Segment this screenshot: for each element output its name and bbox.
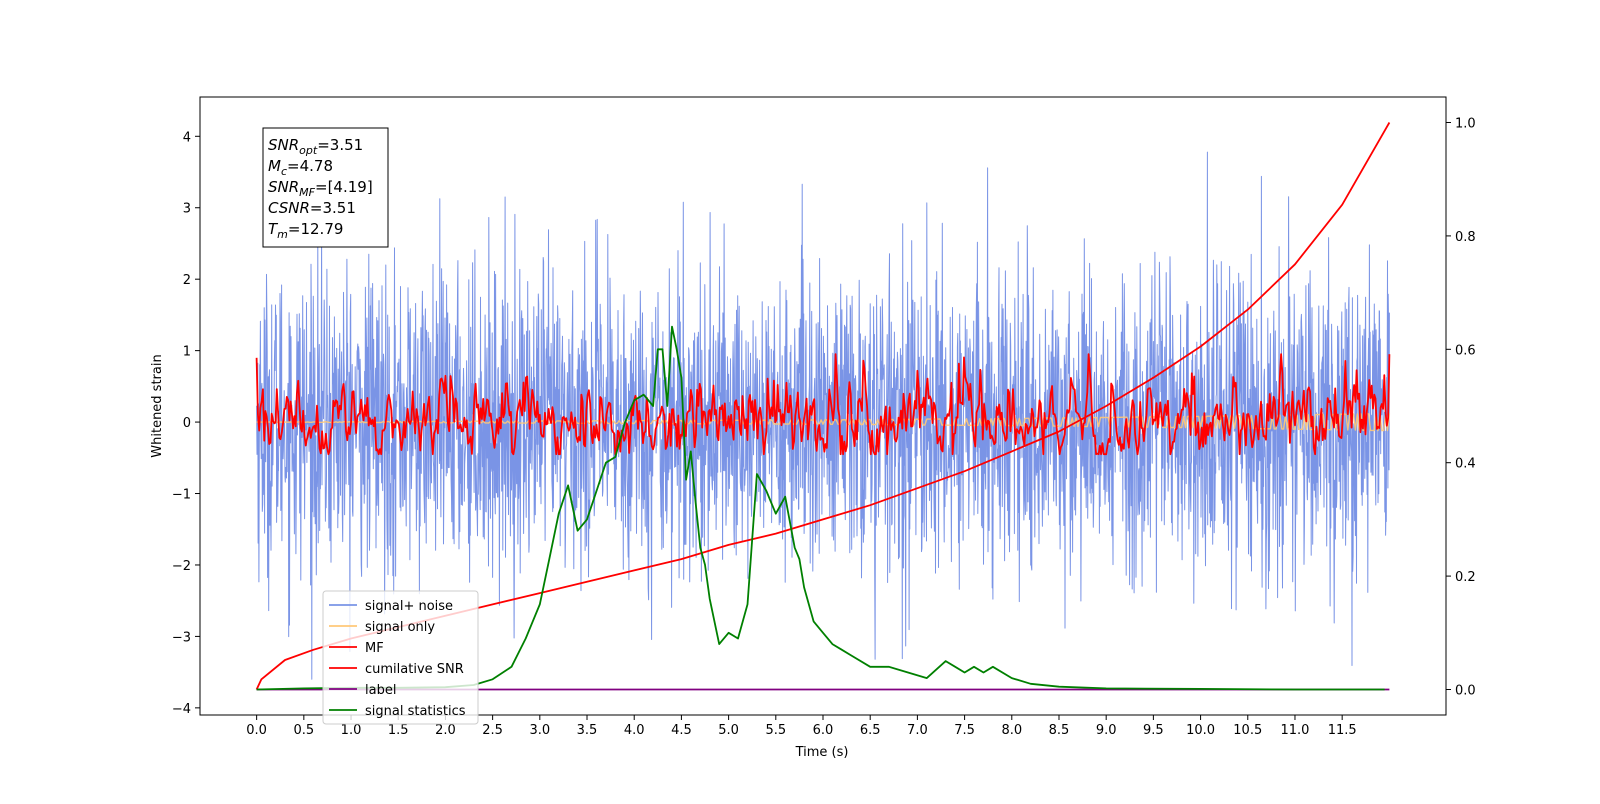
y-tick-label: −4: [172, 702, 191, 717]
x-axis: 0.0 0.5 1.0 1.5 2.0 2.5 3.0 3.5 4.0 4.5 5.0 5.5 6.0 6…: [246, 715, 1357, 738]
x-tick-label: 0.0: [246, 723, 267, 738]
x-tick-label: 10.0: [1186, 723, 1215, 738]
x-tick-label: 8.0: [1001, 723, 1022, 738]
x-tick-label: 7.0: [907, 723, 928, 738]
stats-box-frame: [262, 127, 389, 248]
x-tick-label: 5.0: [718, 723, 739, 738]
y-axis-label: Whitened strain: [150, 354, 165, 457]
y-tick-label: 3: [183, 202, 191, 217]
y-tick-label: 1: [183, 345, 191, 360]
y2-tick-label: 0.4: [1455, 457, 1476, 472]
stats-line: SNRMF=[4.19]: [268, 178, 373, 199]
stats-line: SNRopt=3.51: [268, 136, 363, 157]
legend-frame: [322, 590, 479, 725]
y2-tick-label: 0.0: [1455, 683, 1476, 698]
x-axis-label: Time (s): [795, 745, 849, 760]
stats-line: Mc=4.78: [268, 157, 333, 178]
y-axis-right: 0.0 0.2 0.4 0.6 0.8 1.0: [1446, 117, 1476, 698]
x-tick-label: 0.5: [293, 723, 314, 738]
x-tick-label: 1.0: [341, 723, 362, 738]
x-tick-label: 7.5: [954, 723, 975, 738]
legend-entry: signal+ noise: [365, 599, 453, 614]
x-tick-label: 6.0: [813, 723, 834, 738]
series-signal-noise: [256, 151, 1390, 680]
legend-entry: cumilative SNR: [365, 662, 464, 677]
y-axis-left: −4 −3 −2 −1 0 1 2 3 4: [172, 130, 200, 717]
x-tick-label: 5.5: [765, 723, 786, 738]
y-tick-label: 2: [183, 273, 191, 288]
x-tick-label: 9.0: [1096, 723, 1117, 738]
legend-entry: label: [365, 683, 396, 698]
x-tick-label: 3.0: [529, 723, 550, 738]
x-tick-label: 6.5: [860, 723, 881, 738]
legend-entry: MF: [365, 641, 384, 656]
y-tick-label: −2: [172, 559, 191, 574]
x-tick-label: 2.5: [482, 723, 503, 738]
stats-line: CSNR=3.51: [268, 199, 356, 217]
legend-entry: signal only: [365, 620, 435, 635]
y2-tick-label: 0.6: [1455, 343, 1476, 358]
series-signal-only: [256, 412, 1391, 432]
x-tick-label: 9.5: [1143, 723, 1164, 738]
x-tick-label: 10.5: [1233, 723, 1262, 738]
x-tick-label: 2.0: [435, 723, 456, 738]
series-signal-statistics: [256, 325, 1385, 691]
x-tick-label: 4.5: [671, 723, 692, 738]
series-mf: [255, 353, 1391, 456]
legend-entry: signal statistics: [365, 704, 466, 719]
legend: signal+ noise signal only MF cumilative SNR…: [322, 590, 479, 725]
y-tick-label: −1: [172, 488, 191, 503]
x-tick-label: 11.0: [1280, 723, 1309, 738]
y-tick-label: −3: [172, 630, 191, 645]
y-tick-label: 4: [183, 130, 191, 145]
y2-tick-label: 0.8: [1455, 230, 1476, 245]
x-tick-label: 1.5: [388, 723, 409, 738]
stats-line: Tm=12.79: [268, 220, 343, 241]
y2-tick-label: 1.0: [1455, 117, 1476, 132]
y2-tick-label: 0.2: [1455, 570, 1476, 585]
y-tick-label: 0: [183, 416, 191, 431]
x-tick-label: 11.5: [1328, 723, 1357, 738]
x-tick-label: 8.5: [1049, 723, 1070, 738]
x-tick-label: 4.0: [624, 723, 645, 738]
x-tick-label: 3.5: [577, 723, 598, 738]
